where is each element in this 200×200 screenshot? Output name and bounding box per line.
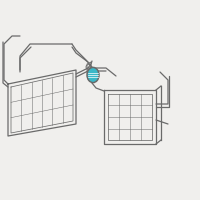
Ellipse shape: [87, 67, 99, 83]
